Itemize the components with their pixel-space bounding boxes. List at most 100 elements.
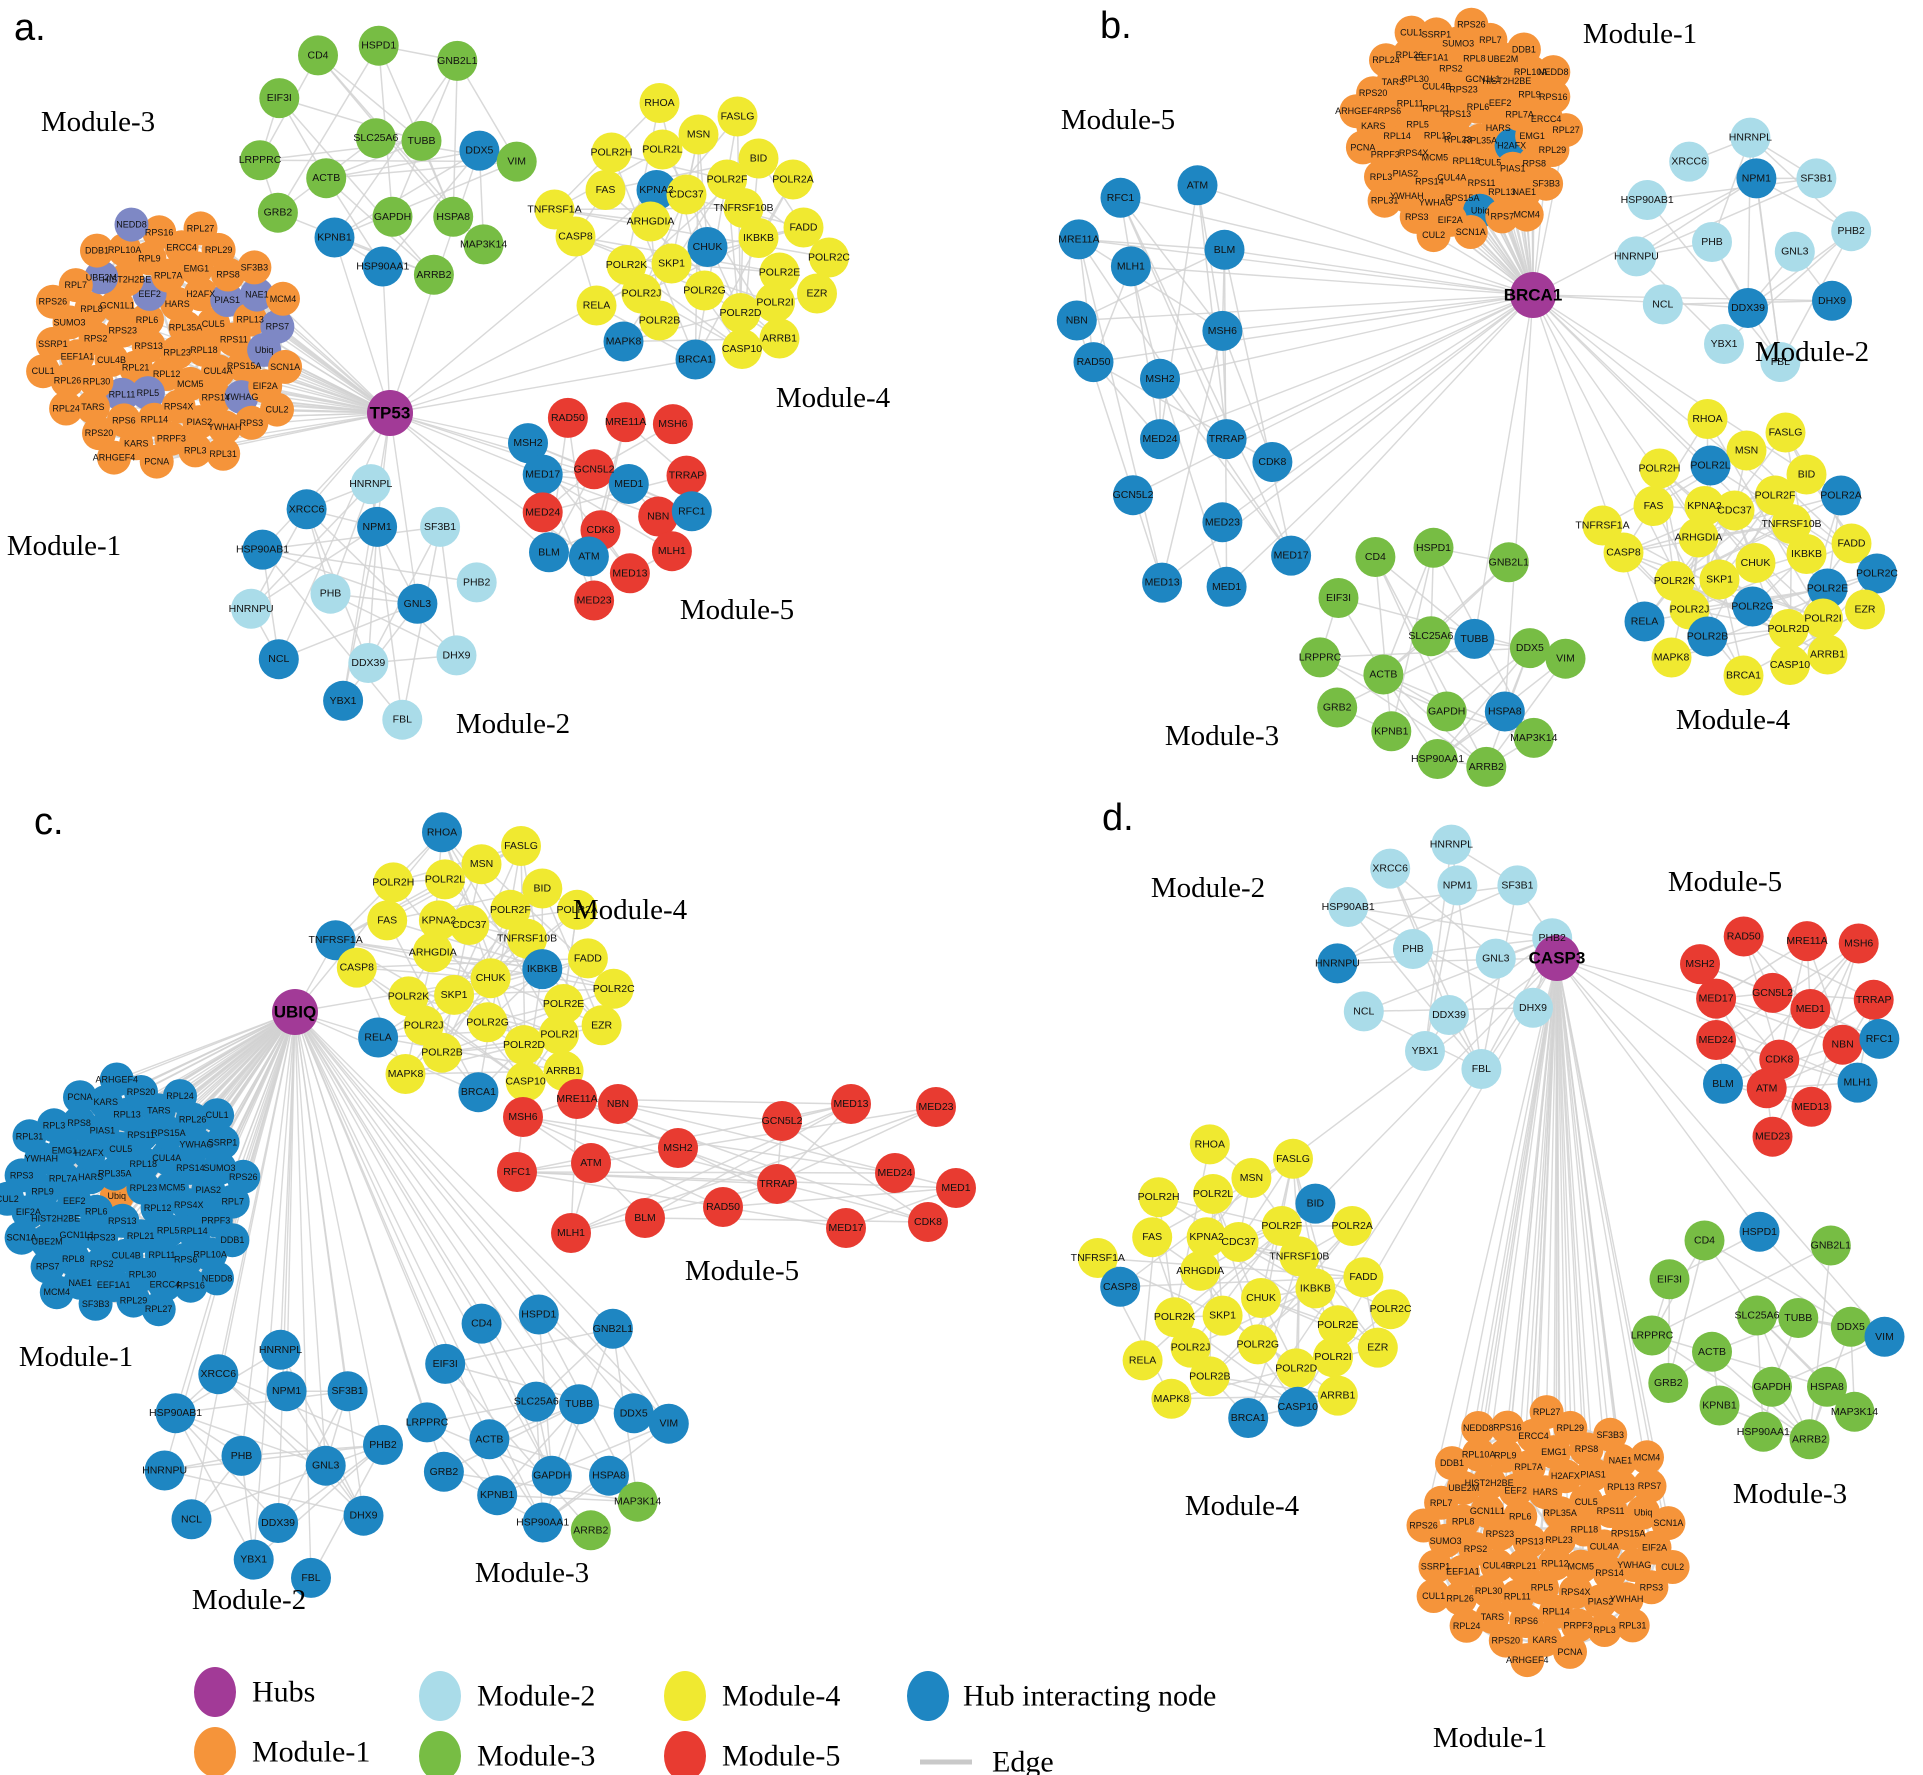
node-label: RPL7 — [1479, 35, 1502, 45]
node-label: CUL2 — [0, 1194, 19, 1204]
network-node — [1313, 1337, 1353, 1378]
network-node — [1796, 158, 1837, 199]
network-node — [459, 130, 500, 171]
network-node — [79, 364, 114, 399]
edge — [389, 412, 419, 604]
network-node — [504, 1025, 544, 1066]
node-label: GAPDH — [374, 211, 411, 223]
node-label: CD4 — [1694, 1235, 1715, 1247]
node-label: POLR2G — [1236, 1338, 1279, 1350]
node-label: CHUK — [693, 241, 723, 253]
network-node — [507, 918, 548, 959]
edge — [1651, 1334, 1828, 1388]
node-label: RPS6 — [174, 1255, 198, 1265]
node-label: RPL14 — [1383, 131, 1411, 141]
network-node — [1687, 399, 1728, 439]
network-node — [1655, 1550, 1690, 1584]
node-label: CUL2 — [1661, 1562, 1684, 1572]
network-node — [1723, 916, 1764, 957]
network-node — [173, 1268, 208, 1303]
node-label: RPL29 — [1557, 1423, 1585, 1433]
edge — [1810, 943, 1860, 1108]
node-label: CDK8 — [914, 1216, 942, 1228]
node-label: VIM — [659, 1418, 678, 1430]
node-label: KPNA2 — [1189, 1231, 1224, 1243]
node-label: PIAS1 — [214, 295, 240, 305]
node-label: CHUK — [1246, 1292, 1276, 1304]
network-node — [260, 392, 294, 427]
network-node — [1231, 1158, 1272, 1198]
edge — [590, 1106, 937, 1164]
network-node — [1497, 865, 1538, 906]
module-label: Module-1 — [7, 530, 121, 562]
network-node — [1180, 1250, 1221, 1291]
node-label: Ubiq — [1471, 206, 1490, 216]
network-node — [678, 114, 719, 155]
node-label: CUL1 — [1422, 1591, 1445, 1601]
panel-c: RHOA FASLG MSN POLR2H POLR2L BID FAS KPNA2CDC37… — [0, 801, 976, 1616]
network-node — [1369, 43, 1403, 78]
edge — [262, 526, 441, 551]
network-node — [477, 1475, 518, 1516]
network-node — [1202, 502, 1243, 543]
node-label: NBN — [647, 511, 669, 523]
hub-label: CASP3 — [1529, 949, 1586, 968]
network-node — [531, 1455, 572, 1496]
node-label: SF3B1 — [424, 521, 456, 533]
network-node — [1859, 1018, 1900, 1059]
network-node — [1261, 1206, 1302, 1246]
node-label: RPL10A — [1462, 1450, 1496, 1460]
panel-d: HNRNPL XRCC6 NPM1 SF3B1 HSP90AB1 PHB GNL3 PHB2 H… — [1071, 797, 1905, 1754]
network-node — [1406, 1508, 1441, 1543]
edge — [1463, 957, 1558, 1489]
node-label: POLR2K — [1654, 575, 1695, 587]
node-label: RPL31 — [16, 1131, 44, 1141]
node-label: SLC25A6 — [1735, 1310, 1780, 1322]
edge — [1556, 957, 1622, 1461]
network-node — [413, 254, 454, 295]
node-label: NAE1 — [1512, 187, 1536, 197]
edge — [1532, 294, 1711, 467]
network-node — [1583, 1584, 1618, 1619]
node-label: HNRNPU — [142, 1465, 187, 1477]
node-label: NAE1 — [68, 1278, 92, 1288]
network-node — [26, 354, 61, 389]
node-label: RPL6 — [1509, 1511, 1532, 1521]
network-node — [433, 196, 474, 237]
node-label: SLC25A6 — [514, 1396, 559, 1408]
network-node — [1277, 1386, 1318, 1427]
node-label: PHB2 — [463, 576, 491, 588]
edge — [1556, 957, 1612, 1512]
network-node — [826, 1208, 866, 1248]
network-node — [1730, 117, 1771, 158]
edge — [1646, 199, 1781, 363]
edge — [644, 1217, 929, 1223]
node-label: MSH2 — [663, 1142, 692, 1154]
node-label: SF3B3 — [1532, 179, 1560, 189]
network-node — [1765, 412, 1806, 453]
node-label: PIAS1 — [1580, 1469, 1606, 1479]
node-label: HSPA8 — [1810, 1381, 1844, 1393]
node-label: CDC37 — [1717, 505, 1752, 517]
edge — [1078, 239, 1095, 363]
node-label: RPS13 — [1443, 109, 1472, 119]
network-node — [539, 1014, 579, 1055]
edge — [1347, 906, 1534, 1009]
network-node — [182, 405, 217, 440]
node-label: TARS — [147, 1105, 170, 1115]
edge — [1078, 238, 1534, 296]
edge — [294, 1011, 580, 1405]
network-node — [461, 1303, 502, 1344]
node-label: MSH2 — [513, 437, 542, 449]
node-label: MED13 — [1145, 577, 1180, 589]
node-label: RPL29 — [120, 1296, 148, 1306]
network-node — [1453, 215, 1488, 249]
network-node — [425, 1343, 466, 1384]
edge — [1337, 884, 1518, 965]
node-label: POLR2I — [1314, 1351, 1351, 1363]
node-label: GCN5L2 — [1113, 489, 1154, 501]
edge — [445, 1328, 614, 1365]
network-node — [617, 1481, 658, 1522]
node-label: BLM — [634, 1212, 656, 1224]
edge — [294, 1011, 553, 1477]
